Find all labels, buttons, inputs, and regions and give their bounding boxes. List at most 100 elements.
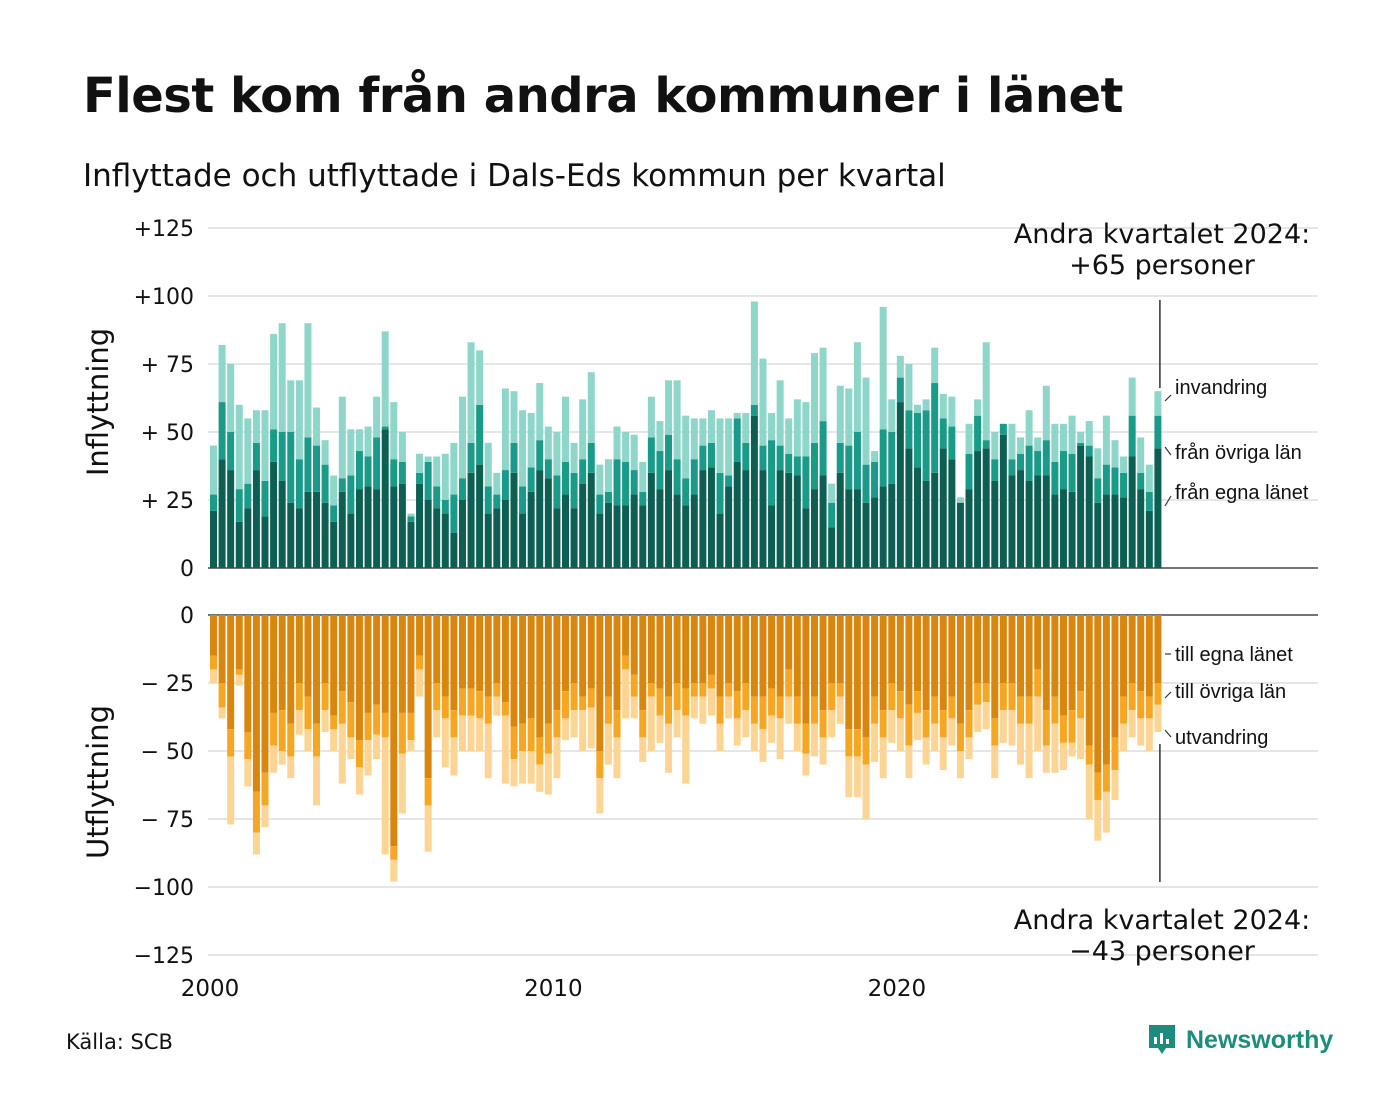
bar-in-ovriga: [1042, 440, 1050, 476]
bar-in-ovriga: [484, 486, 492, 514]
bar-in-egna: [759, 470, 767, 568]
bar-ut-ovriga: [510, 726, 518, 760]
bar-ut-egna: [330, 615, 338, 716]
bar-ut-ovriga: [750, 696, 758, 724]
bar-ut-extern: [398, 753, 406, 814]
bar-ut-ovriga: [313, 723, 321, 757]
bar-in-extern: [330, 475, 338, 506]
bar-ut-extern: [613, 737, 621, 779]
x-tick-label: 2010: [524, 976, 583, 1002]
bar-in-ovriga: [527, 467, 535, 492]
bar-ut-egna: [355, 615, 363, 741]
bar-ut-ovriga: [218, 683, 226, 708]
bar-ut-egna: [639, 615, 647, 711]
bar-in-egna: [261, 516, 269, 568]
bar-ut-egna: [235, 615, 243, 670]
bar-in-ovriga: [750, 404, 758, 416]
bar-in-ovriga: [647, 437, 655, 473]
bar-in-extern: [338, 396, 346, 479]
bar-ut-ovriga: [699, 683, 707, 697]
bar-ut-ovriga: [819, 710, 827, 738]
bar-ut-ovriga: [862, 737, 870, 765]
bar-in-ovriga: [768, 440, 776, 506]
bar-ut-egna: [1137, 615, 1145, 692]
bar-in-extern: [682, 415, 690, 479]
bar-in-egna: [699, 470, 707, 568]
bar-ut-egna: [218, 615, 226, 683]
bar-ut-egna: [1111, 615, 1119, 738]
bar-ut-egna: [733, 615, 741, 692]
bar-in-ovriga: [604, 491, 612, 503]
bar-ut-ovriga: [836, 683, 844, 697]
bar-ut-extern: [665, 723, 673, 773]
y-tick-label: + 25: [141, 489, 194, 514]
bar-ut-extern: [218, 707, 226, 719]
bar-in-egna: [458, 500, 466, 568]
bar-in-extern: [1077, 432, 1085, 443]
bar-in-ovriga: [948, 426, 956, 460]
bar-ut-ovriga: [896, 691, 904, 719]
bar-in-extern: [1025, 410, 1033, 446]
bar-ut-extern: [622, 669, 630, 719]
bar-in-ovriga: [587, 442, 595, 473]
bar-ut-egna: [974, 615, 982, 683]
bar-ut-egna: [390, 615, 398, 847]
bar-ut-extern: [441, 718, 449, 768]
bar-in-extern: [553, 432, 561, 476]
bar-ut-extern: [330, 729, 338, 751]
bar-ut-ovriga: [647, 683, 655, 697]
bars-layer: [210, 301, 1162, 882]
bar-in-extern: [725, 418, 733, 476]
bar-in-extern: [1034, 437, 1042, 452]
bar-in-ovriga: [622, 461, 630, 506]
bar-ut-egna: [433, 615, 441, 683]
bar-ut-ovriga: [965, 710, 973, 738]
bar-ut-extern: [287, 756, 295, 779]
bar-in-extern: [562, 396, 569, 462]
bar-in-ovriga: [338, 478, 346, 492]
bar-in-extern: [742, 412, 750, 443]
bar-ut-extern: [587, 707, 595, 749]
bar-ut-ovriga: [673, 683, 681, 711]
bar-ut-ovriga: [355, 740, 363, 768]
bar-ut-extern: [922, 737, 930, 765]
bar-ut-extern: [879, 737, 887, 779]
bar-in-extern: [750, 301, 758, 405]
bar-in-extern: [828, 483, 836, 503]
bar-in-ovriga: [544, 459, 552, 479]
bar-in-ovriga: [261, 480, 269, 517]
bar-ut-egna: [690, 615, 698, 683]
bar-ut-egna: [278, 615, 286, 711]
bar-in-extern: [1017, 437, 1025, 454]
bar-ut-ovriga: [622, 655, 630, 670]
bar-ut-extern: [381, 737, 389, 855]
bar-in-extern: [355, 429, 363, 452]
bar-in-extern: [939, 393, 947, 419]
bar-ut-extern: [484, 723, 492, 779]
brand-logo[interactable]: Newsworthy: [1146, 1022, 1333, 1058]
bar-ut-ovriga: [785, 669, 793, 697]
series-label: utvandring: [1175, 727, 1268, 749]
bar-ut-ovriga: [579, 696, 587, 711]
bar-in-extern: [210, 445, 217, 495]
bar-ut-ovriga: [398, 712, 406, 754]
bar-in-extern: [673, 380, 681, 460]
bar-ut-extern: [227, 756, 235, 825]
bar-in-ovriga: [562, 461, 569, 495]
bar-in-egna: [622, 505, 630, 568]
y-axis-title: Inflyttning: [81, 328, 115, 476]
bar-in-ovriga: [450, 494, 458, 533]
chart-subtitle: Inflyttade och utflyttade i Dals-Eds kom…: [83, 158, 946, 194]
bar-ut-extern: [982, 702, 990, 730]
bar-in-extern: [931, 347, 939, 384]
bar-in-ovriga: [218, 402, 226, 460]
bar-ut-extern: [725, 696, 733, 719]
bar-ut-ovriga: [888, 683, 896, 711]
bar-ut-egna: [527, 615, 535, 719]
bar-ut-extern: [939, 737, 947, 771]
bar-in-ovriga: [536, 440, 544, 471]
bar-in-extern: [252, 410, 260, 443]
bar-ut-ovriga: [1034, 669, 1042, 697]
bar-in-extern: [536, 383, 544, 441]
bar-in-egna: [278, 480, 286, 568]
